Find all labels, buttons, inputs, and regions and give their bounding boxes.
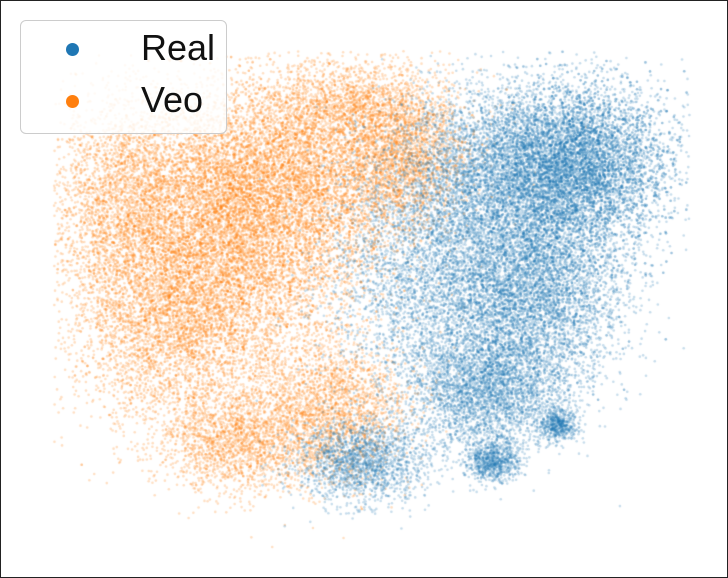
legend-entry-real: Real <box>21 25 226 71</box>
legend-label-veo: Veo <box>141 79 204 120</box>
legend-entry-veo: Veo <box>21 77 226 123</box>
legend-marker-real <box>66 43 79 56</box>
legend-marker-veo <box>66 95 79 108</box>
legend: Real Veo <box>20 20 227 134</box>
legend-label-real: Real <box>141 27 216 68</box>
